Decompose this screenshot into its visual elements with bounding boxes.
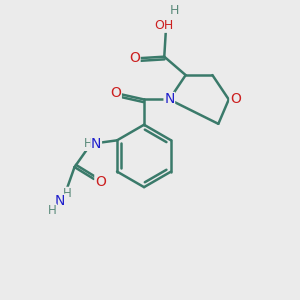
Text: N: N <box>55 194 65 208</box>
Text: H: H <box>63 187 71 200</box>
Text: N: N <box>91 137 101 151</box>
Text: O: O <box>129 51 140 65</box>
Text: O: O <box>230 92 241 106</box>
Text: O: O <box>110 85 121 100</box>
Text: H: H <box>170 4 179 17</box>
Text: H: H <box>48 204 57 217</box>
Text: H: H <box>84 137 93 150</box>
Text: O: O <box>95 175 106 189</box>
Text: N: N <box>164 92 175 106</box>
Text: OH: OH <box>154 19 174 32</box>
